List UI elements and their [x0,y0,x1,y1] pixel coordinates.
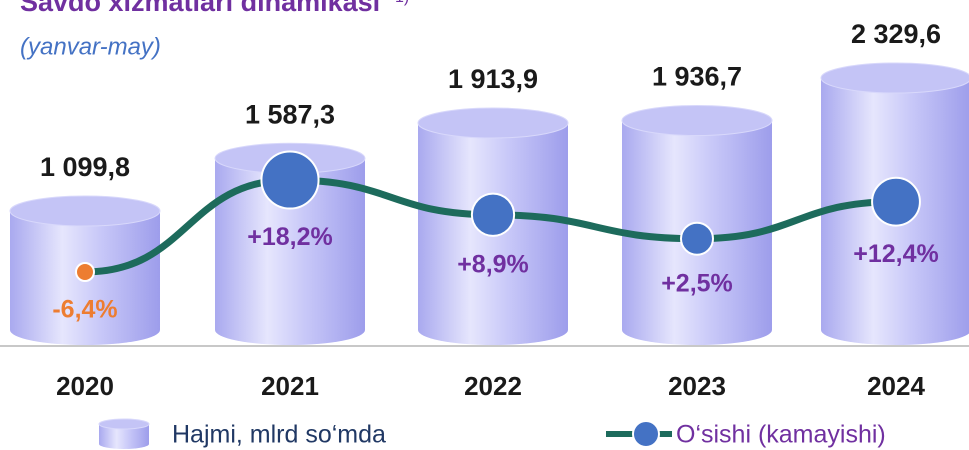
legend-label: Hajmi, mlrd so‘mda [172,421,386,449]
chart-subtitle: (yanvar-may) [20,33,161,60]
value-label: 1 099,8 [40,152,130,182]
growth-marker [871,176,921,227]
cylinder-body [99,424,149,444]
value-label: 1 587,3 [245,99,335,129]
x-tick-label: 2023 [668,371,726,401]
growth-label: +18,2% [247,223,333,251]
x-tick-label: 2021 [261,371,319,401]
value-label: 1 936,7 [652,62,742,92]
x-tick-label: 2022 [464,371,522,401]
cylinder-top [621,105,773,137]
cylinder-bottom [215,315,365,345]
bar [417,107,569,345]
growth-marker [260,150,320,210]
cylinder-bottom [418,315,568,345]
cylinder-bottom [622,315,772,345]
x-tick-label: 2024 [867,371,925,401]
cylinder-bottom [10,315,160,345]
chart-title: Savdo xizmatlari dinamikasi [20,0,380,17]
cylinder-top [820,62,969,94]
growth-marker [680,221,714,256]
growth-marker [470,192,516,237]
cylinder-top [98,418,150,430]
cylinder-top [9,195,161,227]
cylinder-bottom [99,439,149,449]
cylinder-top [417,107,569,139]
growth-label: +8,9% [457,251,529,279]
growth-label: +12,4% [853,240,939,268]
value-label: 2 329,6 [851,19,941,49]
growth-label: +2,5% [661,269,733,297]
growth-label: -6,4% [52,296,117,324]
legend-label: O‘sishi (kamayishi) [676,421,886,449]
value-label: 1 913,9 [448,64,538,94]
bar [621,105,773,345]
growth-marker [75,262,95,282]
cylinder-bottom [821,315,969,345]
title-note: 1) [395,0,409,6]
legend-swatch-marker [632,420,660,448]
legend-swatch-bar [98,418,150,449]
x-tick-label: 2020 [56,371,114,401]
